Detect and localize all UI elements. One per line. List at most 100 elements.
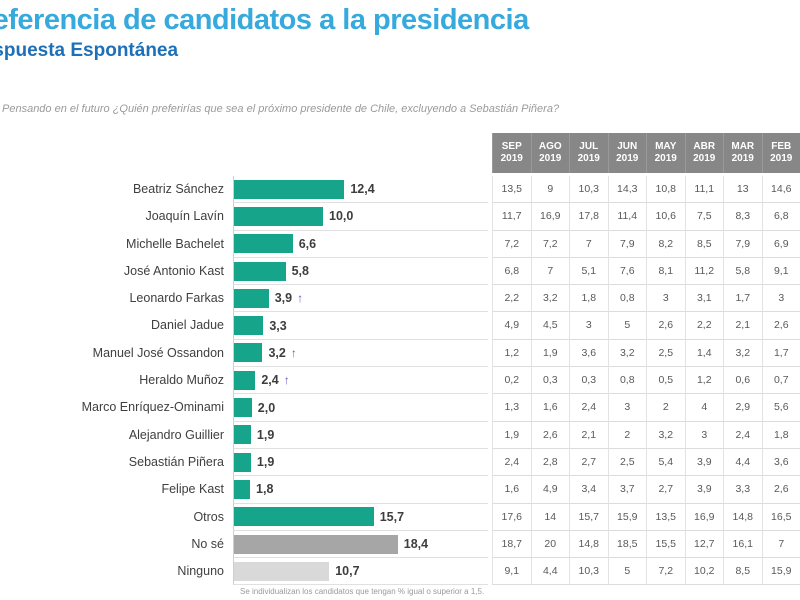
table-cell: 8,2 <box>646 230 685 258</box>
table-row: 1,6 4,9 3,4 3,7 2,7 3,9 3,3 2,6 <box>492 476 800 504</box>
table-cell: 8,5 <box>684 230 723 258</box>
table-cell: 18,5 <box>607 530 646 559</box>
bar-zone: 1,9 <box>233 448 488 477</box>
trend-up-arrow: ↑ <box>283 373 290 388</box>
table-cell: 3,2 <box>530 285 569 313</box>
table-row: 1,3 1,6 2,4 3 2 4 2,9 5,6 <box>492 394 800 422</box>
candidate-bar <box>234 561 330 581</box>
table-cell: 18,7 <box>492 530 531 559</box>
table-cell: 3,7 <box>607 476 646 504</box>
column-year: 2019 <box>731 153 754 164</box>
table-row: 1,2 1,9 3,6 3,2 2,5 1,4 3,2 1,7 <box>492 339 800 368</box>
bar-zone: 1,8 <box>233 476 488 504</box>
table-cell: 20 <box>530 530 569 559</box>
table-cell: 7 <box>530 257 569 286</box>
column-year: 2019 <box>577 153 600 164</box>
table-cell: 13,5 <box>492 176 531 204</box>
table-cell: 14,6 <box>761 176 800 204</box>
table-cell: 3 <box>761 285 800 313</box>
table-column-header: MAY 2019 <box>646 133 685 173</box>
chart-row: No sé 18,4 <box>0 530 488 559</box>
table-cell: 15,9 <box>607 503 646 531</box>
history-table: SEP 2019 AGO 2019 JUL 2019 JUN 2019 MAY 2019 ABR 20… <box>492 133 800 586</box>
table-cell: 1,2 <box>684 367 723 395</box>
chart-row: José Antonio Kast 5,8 <box>0 257 488 286</box>
candidate-label: Beatriz Sánchez <box>132 182 224 196</box>
candidate-label: No sé <box>191 536 224 551</box>
candidate-bar <box>234 507 374 527</box>
candidate-label: Otros <box>193 509 224 524</box>
table-cell: 4 <box>684 394 723 422</box>
table-cell: 2,9 <box>723 394 762 422</box>
table-cell: 10,2 <box>684 558 723 586</box>
table-cell: 11,2 <box>684 257 723 286</box>
column-year: 2019 <box>693 153 716 164</box>
table-row: 0,2 0,3 0,3 0,8 0,5 1,2 0,6 0,7 <box>492 367 800 395</box>
survey-question: Pensando en el futuro ¿Quién preferirías… <box>2 103 560 115</box>
table-cell: 6,8 <box>492 257 531 286</box>
bar-value-label: 5,8 <box>291 264 309 279</box>
candidate-bar <box>234 316 264 336</box>
column-month: JUL <box>579 140 599 152</box>
bar-zone: 6,6 <box>233 230 488 258</box>
table-cell: 2 <box>646 394 685 422</box>
table-cell: 5,1 <box>569 257 608 286</box>
table-cell: 11,1 <box>684 176 723 204</box>
bar-zone: 18,4 <box>233 530 488 559</box>
table-cell: 16,9 <box>684 503 723 531</box>
table-cell: 0,7 <box>761 367 800 395</box>
candidate-label: Michelle Bachelet <box>126 236 224 251</box>
table-cell: 3,6 <box>761 448 800 477</box>
candidate-label: Leonardo Farkas <box>129 291 224 306</box>
table-column-header: SEP 2019 <box>492 133 531 173</box>
table-cell: 17,8 <box>569 203 608 231</box>
bar-value-label: 3,3 <box>269 318 287 333</box>
candidate-label: Alejandro Guillier <box>128 427 224 442</box>
bar-value-label: 18,4 <box>403 537 429 551</box>
table-cell: 3,2 <box>723 339 762 368</box>
table-cell: 3,9 <box>684 448 723 477</box>
bar-value-label: 1,9 <box>256 455 275 470</box>
table-cell: 14,8 <box>569 530 608 559</box>
bar-value-label: 2,0 <box>257 400 276 415</box>
table-cell: 15,9 <box>761 558 800 586</box>
table-cell: 2,6 <box>530 421 569 449</box>
table-cell: 3 <box>569 312 608 340</box>
table-cell: 0,3 <box>530 367 569 395</box>
bar-value-label: 15,7 <box>379 509 405 524</box>
bar-value-label: 10,0 <box>329 209 354 224</box>
table-cell: 3 <box>607 394 646 422</box>
table-cell: 11,7 <box>492 203 531 231</box>
bar-zone: 10,0 <box>233 203 488 231</box>
table-row: 9,1 4,4 10,3 5 7,2 10,2 8,5 15,9 <box>492 558 800 586</box>
table-cell: 4,5 <box>530 312 569 340</box>
column-year: 2019 <box>539 153 562 164</box>
table-cell: 1,8 <box>761 421 800 449</box>
bar-value-label: 3,2 <box>268 345 286 360</box>
table-cell: 2,4 <box>569 394 608 422</box>
column-month: JUN <box>617 140 638 152</box>
history-table-body: 13,5 9 10,3 14,3 10,8 11,1 13 14,6 11,7 16,9 17,8 1… <box>492 176 800 586</box>
history-table-header: SEP 2019 AGO 2019 JUL 2019 JUN 2019 MAY 2019 ABR 20… <box>492 133 800 173</box>
table-cell: 2,8 <box>530 448 569 477</box>
chart-row: Heraldo Muñoz 2,4 ↑ <box>0 367 488 395</box>
table-cell: 2 <box>607 421 646 449</box>
table-cell: 5 <box>607 312 646 340</box>
table-cell: 13 <box>723 176 762 204</box>
column-month: MAR <box>731 140 755 152</box>
chart-row: Alejandro Guillier 1,9 <box>0 421 488 449</box>
table-cell: 14 <box>530 503 569 531</box>
column-month: SEP <box>501 140 522 152</box>
table-cell: 10,6 <box>646 203 685 231</box>
table-cell: 17,6 <box>492 503 531 531</box>
table-cell: 5,4 <box>646 448 685 477</box>
table-cell: 10,8 <box>646 176 685 204</box>
candidate-bar <box>234 452 251 472</box>
bar-zone: 2,0 <box>233 394 488 422</box>
table-cell: 8,5 <box>723 558 762 586</box>
table-cell: 6,8 <box>761 203 800 231</box>
table-cell: 4,9 <box>492 312 531 340</box>
candidate-bar <box>234 370 256 390</box>
candidate-bar <box>234 234 293 254</box>
table-cell: 4,4 <box>530 558 569 586</box>
